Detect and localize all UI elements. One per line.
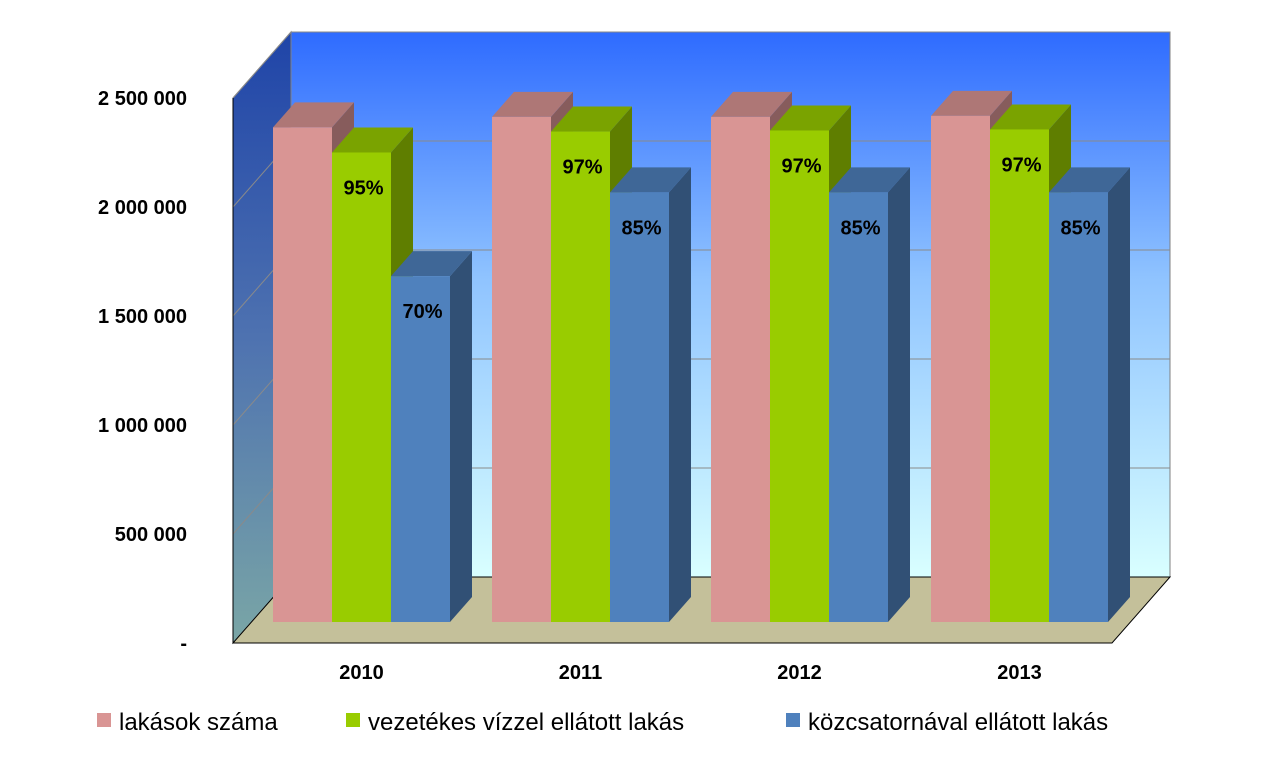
data-label: 85% xyxy=(1060,217,1100,239)
y-tick-label: 500 000 xyxy=(115,524,187,546)
bar-top xyxy=(273,102,354,128)
bars: 95% 70% 97% 85% 97% 85% 97% 85% xyxy=(273,90,1130,623)
bar-front xyxy=(551,131,610,622)
x-category-label: 2011 xyxy=(559,662,602,684)
bar-front xyxy=(332,152,391,622)
bar-side xyxy=(888,167,910,622)
x-category-label: 2013 xyxy=(997,662,1042,684)
bar-top xyxy=(332,127,413,153)
bar-side xyxy=(669,167,691,622)
bar-front xyxy=(1049,192,1108,622)
bar-top xyxy=(1049,167,1130,193)
bar-front xyxy=(273,127,332,623)
bar-front xyxy=(931,115,990,622)
legend-swatch xyxy=(346,713,360,727)
x-category-label: 2012 xyxy=(777,662,822,684)
bar-top xyxy=(391,251,472,277)
bar-2011-series-3: 85% xyxy=(610,167,691,622)
bar-front xyxy=(990,129,1049,622)
data-label: 85% xyxy=(840,217,880,239)
x-category-label: 2010 xyxy=(339,662,384,684)
bar-top xyxy=(829,167,910,193)
bar-front xyxy=(770,130,829,622)
legend-label: közcsatornával ellátott lakás xyxy=(808,709,1108,736)
data-label: 97% xyxy=(781,155,821,177)
bar-top xyxy=(610,167,691,193)
data-label: 97% xyxy=(562,157,602,179)
data-label: 95% xyxy=(343,177,383,199)
bar-2012-series-3: 85% xyxy=(829,167,910,622)
bar-2013-series-3: 85% xyxy=(1049,167,1130,622)
data-label: 70% xyxy=(402,301,442,323)
legend-label: lakások száma xyxy=(119,709,278,736)
legend-label: vezetékes vízzel ellátott lakás xyxy=(368,709,684,736)
x-axis-categories: 2010 2011 2012 2013 xyxy=(339,662,1042,684)
y-axis-ticks: - 500 000 1 000 000 1 500 000 2 000 000 2 500… xyxy=(98,88,187,655)
bar-front xyxy=(610,192,669,622)
bar-top xyxy=(931,90,1012,116)
bar-top xyxy=(492,91,573,117)
bar-top xyxy=(770,105,851,131)
bar-top xyxy=(551,106,632,132)
y-tick-label: 1 500 000 xyxy=(98,306,187,328)
legend-swatch xyxy=(786,713,800,727)
y-tick-label: 2 500 000 xyxy=(98,88,187,110)
data-label: 97% xyxy=(1001,154,1041,176)
gridline-side xyxy=(232,31,292,99)
y-tick-label: 1 000 000 xyxy=(98,415,187,437)
bar-front xyxy=(711,116,770,622)
bar-2010-series-3: 70% xyxy=(391,251,472,622)
data-label: 85% xyxy=(621,217,661,239)
bar-side xyxy=(450,251,472,622)
bar-front xyxy=(829,192,888,622)
bar-side xyxy=(1108,167,1130,622)
legend: lakások száma vezetékes vízzel ellátott l… xyxy=(97,709,1108,736)
y-tick-label: 2 000 000 xyxy=(98,197,187,219)
bar-top xyxy=(990,104,1071,130)
legend-swatch xyxy=(97,713,111,727)
bar-top xyxy=(711,91,792,117)
bar-front xyxy=(492,116,551,622)
legend-item-2: vezetékes vízzel ellátott lakás xyxy=(346,709,684,736)
bar-front xyxy=(391,276,450,622)
legend-item-3: közcsatornával ellátott lakás xyxy=(786,709,1108,736)
legend-item-1: lakások száma xyxy=(97,709,278,736)
y-tick-label: - xyxy=(180,633,187,655)
